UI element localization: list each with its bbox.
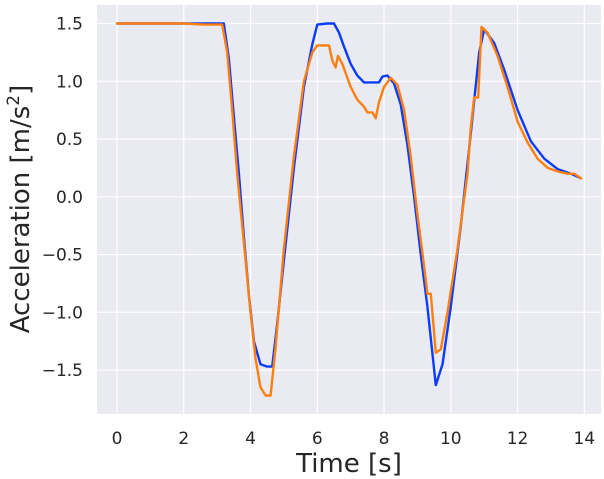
x-tick-label: 0 bbox=[112, 429, 123, 449]
x-axis-label: Time [s] bbox=[295, 449, 402, 479]
y-tick-labels: −1.5 −1.0 −0.5 0.0 0.5 1.0 1.5 bbox=[42, 14, 83, 381]
y-axis-label-base: Acceleration [m/s bbox=[6, 106, 36, 334]
y-tick-label: −1.0 bbox=[42, 303, 83, 323]
y-tick-label: 0.5 bbox=[56, 130, 83, 150]
x-tick-labels: 0 2 4 6 8 10 12 14 bbox=[112, 429, 596, 449]
x-tick-label: 12 bbox=[507, 429, 529, 449]
x-tick-label: 8 bbox=[379, 429, 390, 449]
plot-area bbox=[97, 5, 601, 414]
x-tick-label: 2 bbox=[178, 429, 189, 449]
y-tick-label: −1.5 bbox=[42, 361, 83, 381]
y-tick-label: 1.0 bbox=[56, 72, 83, 92]
y-tick-label: 1.5 bbox=[56, 14, 83, 34]
y-axis-label: Acceleration [m/s2] bbox=[4, 85, 36, 334]
series-line-2 bbox=[115, 22, 583, 397]
x-tick-label: 14 bbox=[573, 429, 595, 449]
y-axis-label-superscript: 2 bbox=[4, 95, 24, 106]
y-tick-label: 0.0 bbox=[56, 188, 83, 208]
x-tick-label: 4 bbox=[245, 429, 256, 449]
y-tick-label: −0.5 bbox=[42, 246, 83, 266]
series-group bbox=[115, 22, 583, 397]
x-tick-label: 10 bbox=[440, 429, 462, 449]
y-axis-label-close: ] bbox=[6, 85, 36, 95]
x-tick-label: 6 bbox=[312, 429, 323, 449]
